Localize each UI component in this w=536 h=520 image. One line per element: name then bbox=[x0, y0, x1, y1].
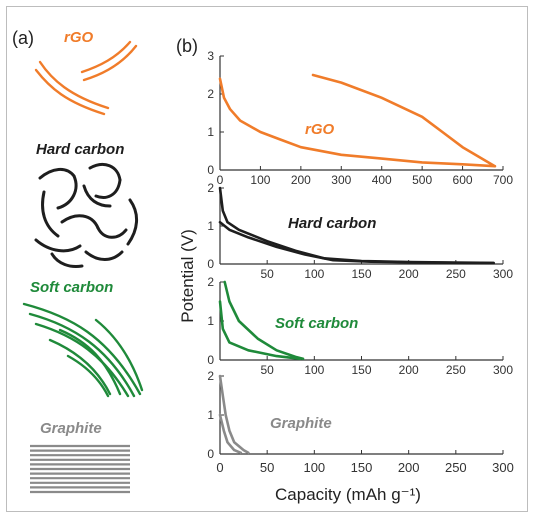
x-tick-label: 100 bbox=[303, 460, 325, 475]
y-tick-label: 2 bbox=[207, 369, 214, 383]
panel-graphite: 0 1 2 0 50 100 150 200 250 300 Graphite bbox=[207, 369, 514, 475]
material-label-hard-carbon: Hard carbon bbox=[36, 141, 124, 158]
y-tick-label: 0 bbox=[207, 353, 214, 367]
rgo-series-1-line bbox=[218, 77, 497, 168]
x-tick-label: 100 bbox=[250, 173, 270, 187]
material-label-graphite: Graphite bbox=[40, 420, 102, 437]
panel-label-a: (a) bbox=[12, 28, 34, 48]
material-label-rgo: rGO bbox=[64, 29, 94, 46]
y-tick-label: 3 bbox=[207, 49, 214, 63]
x-tick-label: 300 bbox=[331, 173, 351, 187]
x-tick-label: 50 bbox=[260, 267, 274, 281]
y-tick-label: 1 bbox=[207, 125, 214, 139]
x-tick-label: 200 bbox=[291, 173, 311, 187]
x-tick-label: 150 bbox=[351, 460, 373, 475]
y-tick-label: 2 bbox=[207, 181, 214, 195]
x-tick-label: 100 bbox=[304, 267, 324, 281]
panel-rgo: 0 1 2 3 0 100 200 300 400 500 600 700 rGO bbox=[207, 49, 513, 187]
x-tick-label: 250 bbox=[445, 460, 467, 475]
graphite-series-2-line bbox=[218, 413, 243, 455]
figure-frame bbox=[6, 6, 528, 512]
y-tick-label: 1 bbox=[207, 219, 214, 233]
panel-label-soft: Soft carbon bbox=[275, 315, 358, 332]
panel-label-hard: Hard carbon bbox=[288, 215, 376, 232]
soft-series-2-line bbox=[218, 300, 302, 361]
panel-label-b: (b) bbox=[176, 36, 198, 56]
y-tick-label: 1 bbox=[207, 314, 214, 328]
x-tick-label: 50 bbox=[260, 460, 274, 475]
rgo-series-2-line bbox=[311, 73, 497, 168]
x-tick-label: 300 bbox=[493, 267, 513, 281]
soft-carbon-layers-icon bbox=[22, 302, 144, 398]
rgo-sheets-icon bbox=[34, 40, 138, 116]
x-tick-label: 200 bbox=[399, 363, 419, 377]
x-tick-label: 250 bbox=[446, 267, 466, 281]
graphite-stack-icon bbox=[30, 444, 130, 494]
y-tick-label: 0 bbox=[207, 257, 214, 271]
x-tick-label: 0 bbox=[216, 460, 223, 475]
x-tick-label: 300 bbox=[493, 363, 513, 377]
soft-series-1-line bbox=[223, 280, 305, 361]
y-tick-label: 2 bbox=[207, 87, 214, 101]
y-axis-title: Potential (V) bbox=[178, 229, 197, 323]
x-tick-label: 150 bbox=[351, 267, 371, 281]
x-tick-label: 600 bbox=[453, 173, 473, 187]
y-tick-label: 1 bbox=[207, 408, 214, 422]
x-axis-title: Capacity (mAh g⁻¹) bbox=[275, 485, 421, 504]
x-tick-label: 100 bbox=[304, 363, 324, 377]
graphite-series-1-line bbox=[218, 374, 250, 455]
x-tick-label: 150 bbox=[351, 363, 371, 377]
x-tick-label: 0 bbox=[217, 173, 224, 187]
panel-label-rgo: rGO bbox=[305, 121, 335, 138]
y-tick-label: 0 bbox=[207, 447, 214, 461]
x-tick-label: 400 bbox=[372, 173, 392, 187]
x-tick-label: 200 bbox=[398, 460, 420, 475]
panel-label-graphite: Graphite bbox=[270, 415, 332, 432]
x-tick-label: 200 bbox=[399, 267, 419, 281]
x-tick-label: 300 bbox=[492, 460, 514, 475]
y-tick-label: 0 bbox=[207, 163, 214, 177]
hard-series-2-line bbox=[218, 220, 495, 265]
material-label-soft-carbon: Soft carbon bbox=[30, 279, 113, 296]
x-tick-label: 250 bbox=[446, 363, 466, 377]
y-tick-label: 2 bbox=[207, 275, 214, 289]
x-tick-label: 700 bbox=[493, 173, 513, 187]
hard-carbon-network-icon bbox=[34, 163, 138, 268]
x-tick-label: 500 bbox=[412, 173, 432, 187]
x-tick-label: 50 bbox=[260, 363, 274, 377]
